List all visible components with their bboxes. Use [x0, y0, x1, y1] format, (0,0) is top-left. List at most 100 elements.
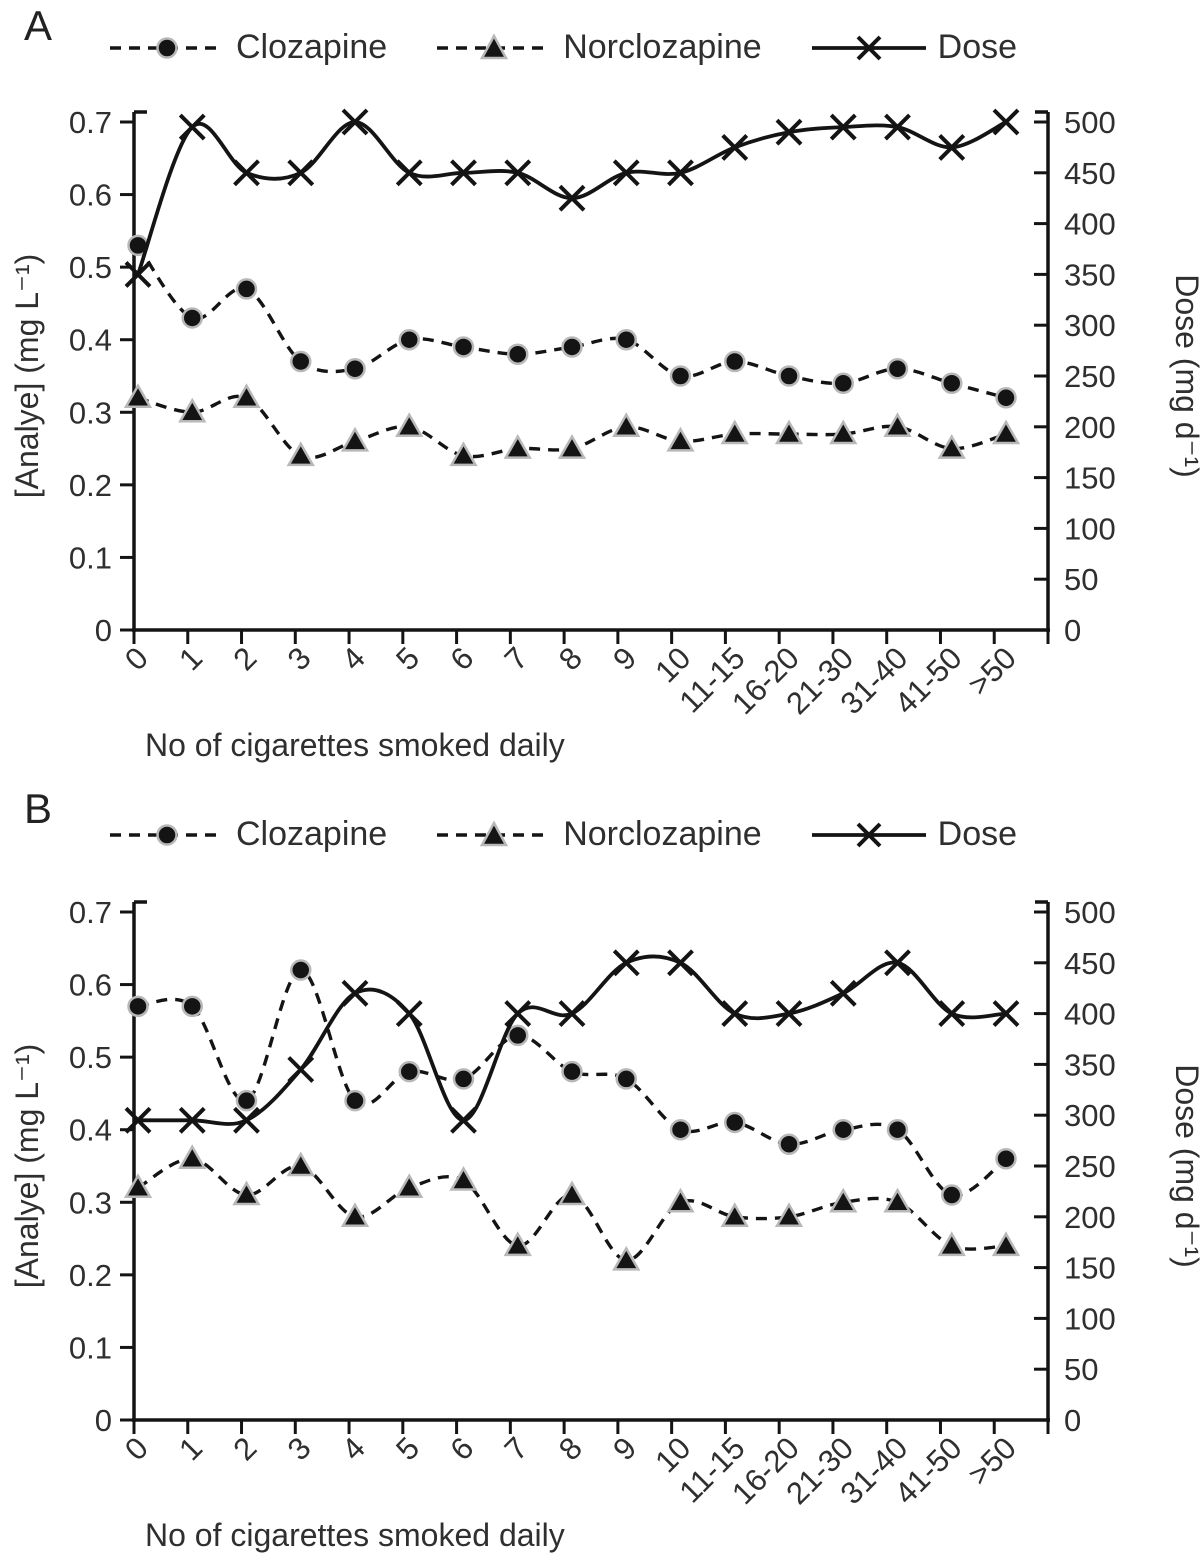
- x-marker: [395, 159, 423, 187]
- axes: [132, 900, 1050, 1422]
- x-marker: [124, 260, 152, 288]
- dose-solid-x-marker-icon: [811, 35, 926, 60]
- legend-item-clozapine: Clozapine: [108, 28, 387, 67]
- x-marker: [178, 1106, 206, 1134]
- triangle-marker: [123, 383, 153, 409]
- right-axis-tick-label: 0: [1064, 1403, 1081, 1438]
- right-axis-tick-label: 500: [1064, 105, 1116, 140]
- triangle-marker: [774, 419, 804, 445]
- x-axis-ticks: [132, 1420, 1050, 1434]
- circle-marker: [290, 959, 312, 981]
- right-axis-title: Dose (mg d⁻¹): [1169, 274, 1200, 478]
- triangle-marker: [937, 1231, 966, 1257]
- circle-marker: [886, 357, 909, 380]
- circle-marker: [452, 336, 475, 358]
- triangle-marker: [612, 412, 641, 438]
- right-axis-tick-label: 200: [1064, 1200, 1116, 1235]
- axes: [132, 110, 1050, 632]
- left-axis-tick-label: 0.7: [69, 895, 112, 930]
- left-axis-tick-label: 0.4: [69, 1113, 112, 1148]
- legend-item-dose: Dose: [810, 815, 1017, 854]
- left-axis-tick-label: 0.7: [69, 105, 112, 140]
- triangle-marker: [883, 1187, 912, 1213]
- circle-marker: [724, 350, 746, 373]
- x-axis-tick-label: >50: [961, 1430, 1023, 1492]
- left-axis-tick-label: 0.3: [69, 1185, 112, 1220]
- circle-marker: [235, 1089, 258, 1112]
- circle-marker: [507, 343, 529, 365]
- left-axis-title: [Analye] (mg L⁻¹): [9, 1044, 45, 1289]
- x-axis-title: No of cigarettes smoked daily: [145, 727, 565, 763]
- x-marker: [775, 1000, 803, 1028]
- circle-marker: [995, 1147, 1017, 1170]
- circle-marker: [832, 372, 854, 395]
- x-marker: [667, 949, 694, 977]
- x-marker: [992, 108, 1020, 136]
- left-axis-ticks: 0 0.1 0.2 0.3 0.4 0.5 0.6 0.7: [69, 895, 134, 1438]
- x-marker: [938, 133, 966, 161]
- circle-marker: [235, 278, 258, 300]
- x-axis-tick-label: 3: [281, 1430, 318, 1467]
- x-marker: [287, 159, 315, 187]
- circle-marker: [941, 1184, 963, 1206]
- left-axis-tick-label: 0.1: [69, 1330, 112, 1365]
- legend-label-clozapine: Clozapine: [236, 28, 388, 66]
- x-marker: [775, 118, 803, 146]
- left-axis-tick-label: 0.6: [69, 178, 112, 213]
- circle-marker: [398, 328, 420, 351]
- legend-label-clozapine: Clozapine: [236, 815, 388, 853]
- x-marker: [233, 159, 260, 187]
- series-dose: [124, 108, 1020, 288]
- triangle-marker: [178, 397, 207, 423]
- panel-a-chart: 00.10.20.30.40.50.60.7050100150200250300…: [9, 105, 1200, 763]
- x-axis-ticks: [132, 630, 1050, 644]
- triangle-marker: [340, 426, 370, 452]
- right-axis-tick-label: 300: [1064, 1098, 1116, 1133]
- x-axis-tick-label: 4: [335, 640, 372, 677]
- circle-marker: [995, 387, 1017, 409]
- triangle-marker: [720, 1202, 749, 1228]
- x-marker: [992, 1000, 1020, 1028]
- right-axis-tick-label: 150: [1064, 461, 1116, 496]
- right-axis-tick-label: 450: [1064, 946, 1116, 981]
- panel-b-label: B: [24, 785, 53, 832]
- right-axis-ticks: 0 50 100 150 200 250 300 350 400 450 500: [1034, 895, 1116, 1438]
- circle-marker: [452, 1068, 475, 1090]
- legend-item-norclozapine: Norclozapine: [435, 815, 762, 854]
- right-axis-tick-label: 300: [1064, 308, 1116, 343]
- circle-marker: [561, 336, 583, 358]
- x-marker: [450, 1106, 477, 1134]
- triangle-marker: [178, 1144, 207, 1169]
- triangle-marker: [395, 1173, 424, 1199]
- x-axis-tick-label: 5: [389, 1430, 426, 1467]
- x-marker: [667, 159, 694, 187]
- legend-label-dose: Dose: [937, 28, 1018, 66]
- x-axis-tick-label: 1: [172, 1430, 209, 1467]
- right-axis-tick-label: 350: [1064, 257, 1116, 292]
- left-axis-tick-label: 0.3: [69, 395, 112, 430]
- left-axis-tick-label: 0: [95, 1403, 112, 1438]
- triangle-marker: [503, 434, 532, 459]
- series-dose: [124, 949, 1020, 1134]
- x-axis-tick-label: 9: [606, 640, 643, 677]
- circle-marker: [507, 1024, 529, 1047]
- circle-marker: [941, 372, 963, 395]
- right-axis-tick-label: 450: [1064, 156, 1116, 191]
- right-axis-ticks: 0 50 100 150 200 250 300 350 400 450 500: [1034, 105, 1116, 648]
- x-marker: [124, 1106, 152, 1134]
- x-marker: [287, 1056, 315, 1083]
- circle-marker: [181, 995, 203, 1018]
- x-marker: [938, 1000, 966, 1028]
- circle-marker: [344, 357, 366, 380]
- circle-marker: [181, 307, 203, 329]
- triangle-marker: [449, 441, 478, 467]
- triangle-marker: [774, 1202, 804, 1228]
- triangle-marker: [557, 1180, 587, 1206]
- right-axis-tick-label: 250: [1064, 359, 1116, 394]
- norclozapine-dashed-triangle-marker-icon: [437, 32, 552, 59]
- x-marker: [829, 113, 857, 141]
- right-axis-tick-label: 100: [1064, 1301, 1116, 1336]
- x-axis-tick-label: 0: [118, 640, 155, 677]
- x-axis-tick-label: 2: [227, 1430, 264, 1467]
- triangle-marker: [449, 1165, 478, 1191]
